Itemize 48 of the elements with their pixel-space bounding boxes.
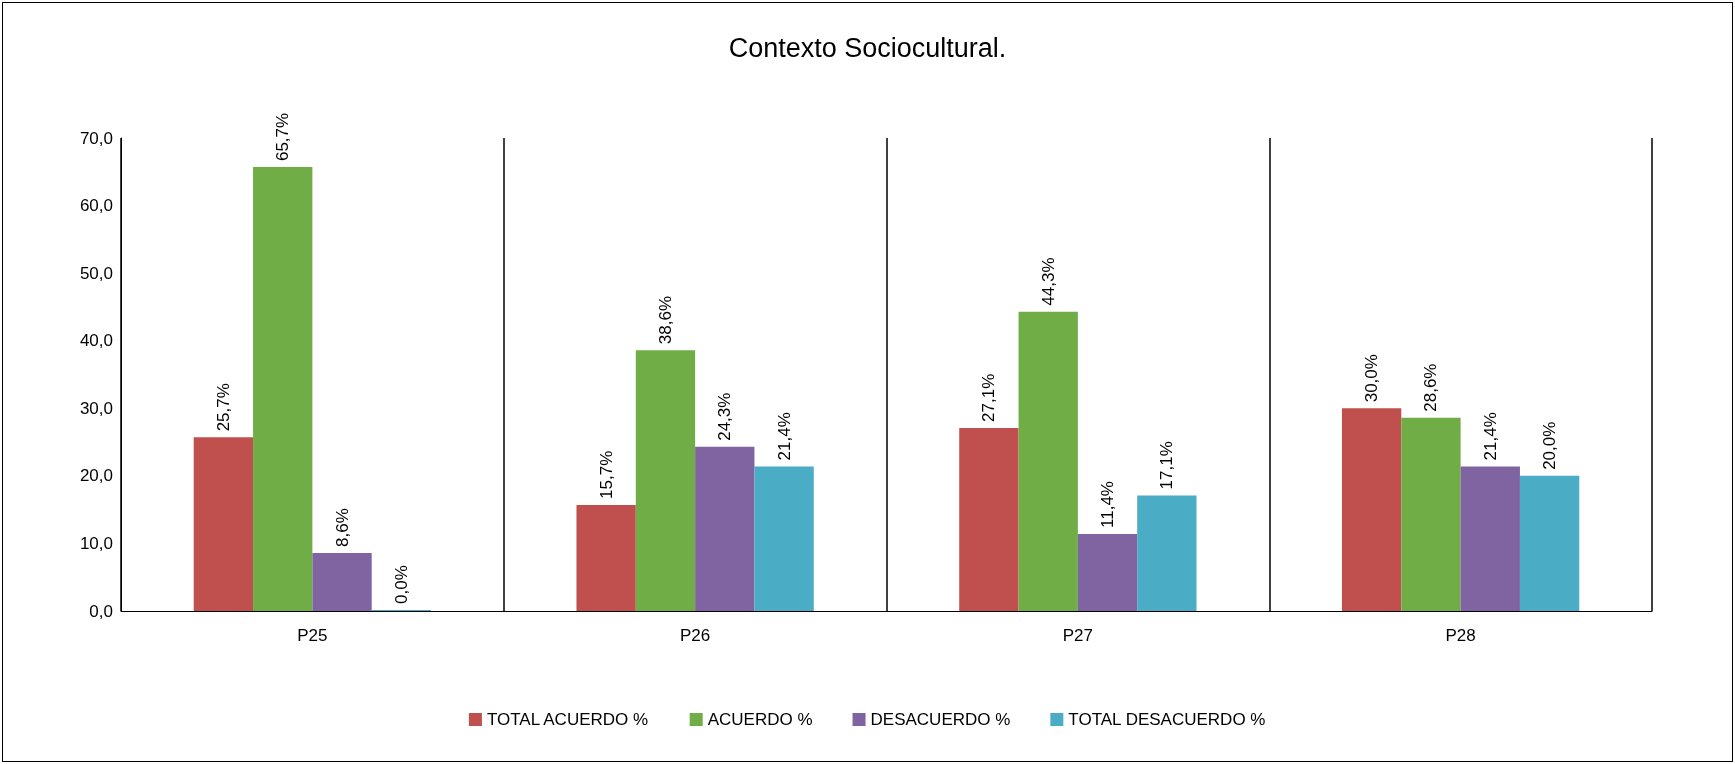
legend-label: TOTAL DESACUERDO % <box>1068 710 1266 729</box>
data-label: 65,7% <box>273 112 293 162</box>
data-label: 25,7% <box>213 383 233 432</box>
y-tick-label: 0,0 <box>89 601 113 621</box>
data-label: 21,4% <box>1480 412 1500 461</box>
y-tick-label: 60,0 <box>79 196 113 216</box>
y-tick-label: 70,0 <box>79 128 113 148</box>
bar <box>1341 408 1402 611</box>
data-label: 0,0% <box>391 565 411 604</box>
data-label: 30,0% <box>1362 354 1382 403</box>
bar <box>1460 466 1520 611</box>
data-label: 21,4% <box>774 412 794 461</box>
y-tick-label: 40,0 <box>79 331 113 351</box>
y-tick-label: 50,0 <box>79 263 113 283</box>
x-tick-label: P28 <box>1445 626 1476 645</box>
legend-label: ACUERDO % <box>707 710 813 729</box>
x-tick-label: P27 <box>1062 626 1093 645</box>
bar <box>635 350 696 611</box>
data-label: 20,0% <box>1540 421 1560 470</box>
y-tick-label: 10,0 <box>79 533 113 553</box>
data-label: 11,4% <box>1098 481 1118 528</box>
bar <box>1519 475 1580 611</box>
data-label: 8,6% <box>332 508 352 547</box>
data-label: 24,3% <box>715 392 735 441</box>
legend-label: DESACUERDO % <box>870 710 1011 729</box>
bar <box>1137 495 1197 611</box>
bar <box>1018 311 1078 611</box>
bar <box>253 167 313 611</box>
bar <box>1077 533 1138 611</box>
y-tick-label: 30,0 <box>79 398 113 418</box>
x-tick-label: P26 <box>680 626 711 645</box>
bar <box>695 446 755 611</box>
legend-label: TOTAL ACUERDO % <box>486 710 649 729</box>
bar <box>576 504 636 611</box>
chart-title: Contexto Sociocultural. <box>728 32 1007 63</box>
data-label: 28,6% <box>1421 363 1441 412</box>
data-label: 15,7% <box>596 450 616 499</box>
bar <box>312 552 372 611</box>
y-tick-label: 20,0 <box>79 466 113 486</box>
data-label: 27,1% <box>979 373 999 422</box>
x-tick-label: P25 <box>297 626 328 645</box>
data-label: 44,3% <box>1038 257 1058 306</box>
bar <box>754 466 814 611</box>
data-label: 38,6% <box>655 295 675 345</box>
data-label: 17,1% <box>1157 441 1177 490</box>
bar <box>1401 417 1461 611</box>
bar <box>193 437 254 611</box>
bar <box>959 427 1019 611</box>
